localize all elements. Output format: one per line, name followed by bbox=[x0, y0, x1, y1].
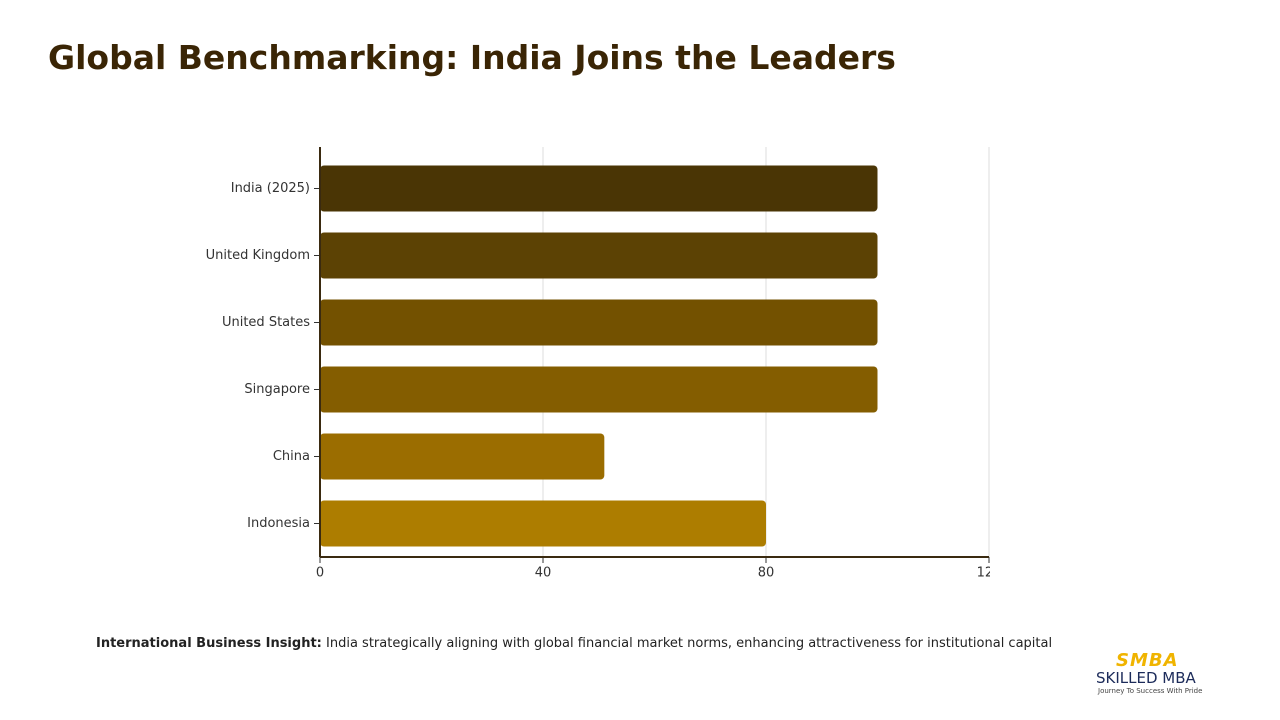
bar bbox=[320, 366, 878, 413]
x-tick-label: 80 bbox=[758, 566, 775, 581]
bar bbox=[320, 433, 605, 480]
insight-text: India strategically aligning with global… bbox=[326, 636, 1053, 651]
y-tick-label: Singapore bbox=[244, 382, 310, 397]
y-tick-label: China bbox=[273, 449, 310, 464]
bar bbox=[320, 165, 878, 212]
logo-mark: SMBA bbox=[1116, 650, 1179, 671]
y-tick-label: Indonesia bbox=[247, 516, 310, 531]
bar bbox=[320, 232, 878, 279]
logo-name: SKILLED MBA bbox=[1096, 669, 1196, 687]
x-tick-label: 0 bbox=[316, 566, 324, 581]
logo: SMBA SKILLED MBA Journey To Success With… bbox=[1096, 652, 1226, 696]
slide-title: Global Benchmarking: India Joins the Lea… bbox=[48, 38, 896, 77]
y-tick-label: India (2025) bbox=[231, 181, 310, 196]
y-tick-label: United Kingdom bbox=[206, 248, 310, 263]
insight-label: International Business Insight: bbox=[96, 636, 322, 651]
x-tick-label: 120 bbox=[977, 566, 1002, 581]
x-tick-label: 40 bbox=[535, 566, 552, 581]
logo-tagline: Journey To Success With Pride bbox=[1098, 687, 1203, 695]
bar bbox=[320, 299, 878, 346]
plot: 0 40 80 120 bbox=[316, 147, 1002, 581]
y-tick-label: United States bbox=[222, 315, 310, 330]
bar bbox=[320, 500, 766, 547]
chart: 0 40 80 120 India (2025) United Kingdom United… bbox=[206, 147, 1002, 581]
insight: International Business Insight: India st… bbox=[96, 636, 1052, 651]
